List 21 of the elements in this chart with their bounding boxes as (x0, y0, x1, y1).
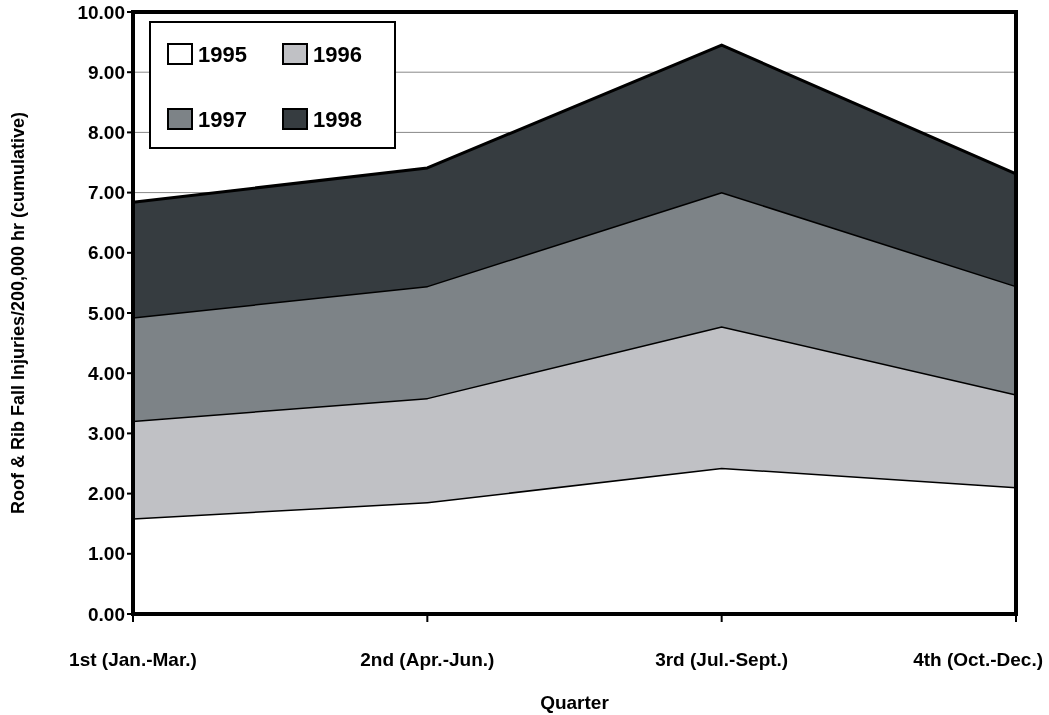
y-tick-label: 1.00 (88, 543, 125, 565)
y-tick-label: 0.00 (88, 603, 125, 625)
y-tick-label: 6.00 (88, 242, 125, 264)
y-tick-label: 4.00 (88, 362, 125, 384)
y-tick-label: 2.00 (88, 483, 125, 505)
legend-label: 1997 (198, 106, 247, 132)
x-axis-title: Quarter (540, 692, 610, 713)
y-tick-label: 5.00 (88, 302, 125, 324)
x-tick-label: 3rd (Jul.-Sept.) (655, 649, 789, 670)
y-axis-title: Roof & Rib Fall Injuries/200,000 hr (cumulative) (8, 111, 28, 515)
y-tick-label: 8.00 (88, 122, 125, 144)
y-tick-label: 9.00 (88, 61, 125, 83)
x-tick-label: 2nd (Apr.-Jun.) (360, 649, 495, 670)
y-tick-label: 10.00 (77, 1, 125, 23)
legend-label: 1998 (313, 106, 362, 132)
legend-label: 1996 (313, 41, 362, 67)
x-tick-label: 1st (Jan.-Mar.) (69, 649, 197, 670)
y-tick-label: 7.00 (88, 182, 125, 204)
x-tick-label: 4th (Oct.-Dec.) (913, 649, 1043, 670)
y-tick-label: 3.00 (88, 423, 125, 445)
legend-label: 1995 (198, 41, 247, 67)
